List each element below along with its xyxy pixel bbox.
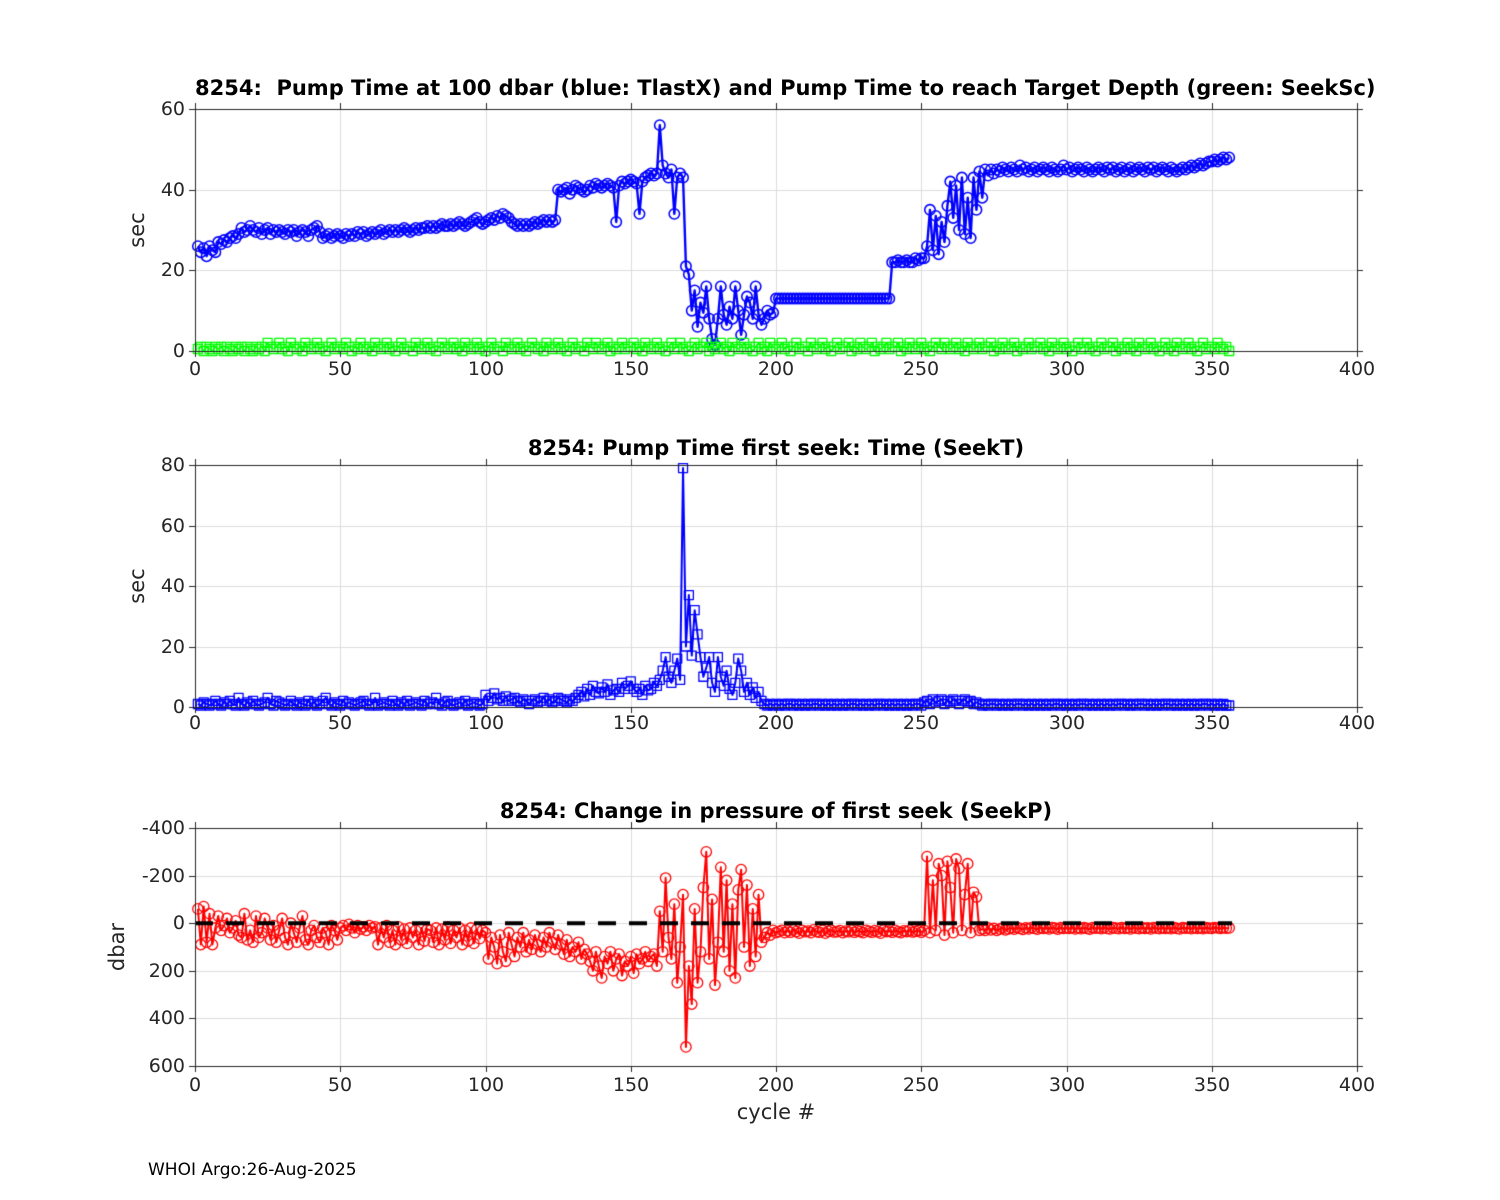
plot2-x-tick-200: 200 <box>757 712 795 734</box>
plot2-x-tick-250: 250 <box>902 712 940 734</box>
plot3-y-tick-200: 200 <box>148 960 185 982</box>
plot2-y-tick-0: 0 <box>172 696 185 718</box>
plot2-x-tick-150: 150 <box>612 712 650 734</box>
plot1-y-axis-label: sec <box>125 212 149 248</box>
plot3-x-tick-300: 300 <box>1048 1074 1086 1096</box>
plot1-y-tick-0: 0 <box>172 340 185 362</box>
plot3-x-tick-50: 50 <box>327 1074 353 1096</box>
plot2-x-tick-100: 100 <box>467 712 505 734</box>
plot3-y-tick-400: 400 <box>148 1007 185 1029</box>
plot1-x-tick-350: 350 <box>1193 358 1231 380</box>
plot1-x-tick-150: 150 <box>612 358 650 380</box>
plot3-x-tick-150: 150 <box>612 1074 650 1096</box>
plot1-y-tick-20: 20 <box>160 259 185 281</box>
plot3-y-tick-600: 600 <box>148 1055 185 1077</box>
plot2-x-tick-400: 400 <box>1338 712 1376 734</box>
plot3-x-tick-250: 250 <box>902 1074 940 1096</box>
figure-footer: WHOI Argo:26-Aug-2025 <box>148 1160 357 1180</box>
plot1-x-tick-400: 400 <box>1338 358 1376 380</box>
plot3-title: 8254: Change in pressure of first seek (… <box>499 799 1053 823</box>
plot2-y-tick-60: 60 <box>160 515 185 537</box>
plot2-y-tick-40: 40 <box>160 575 185 597</box>
plot2-x-tick-300: 300 <box>1048 712 1086 734</box>
plot3-y-tick--400: -400 <box>141 817 185 839</box>
x-axis-label: cycle # <box>736 1100 816 1124</box>
plot3-y-tick-0: 0 <box>172 912 185 934</box>
plot3-x-tick-100: 100 <box>467 1074 505 1096</box>
plot2-y-tick-20: 20 <box>160 636 185 658</box>
plot1-x-tick-0: 0 <box>188 358 202 380</box>
plot2-x-tick-350: 350 <box>1193 712 1231 734</box>
plot1-x-tick-100: 100 <box>467 358 505 380</box>
plot3-x-tick-0: 0 <box>188 1074 202 1096</box>
plot3-x-tick-400: 400 <box>1338 1074 1376 1096</box>
plot1-y-tick-60: 60 <box>160 98 185 120</box>
plot2-x-tick-0: 0 <box>188 712 202 734</box>
plot1-x-tick-200: 200 <box>757 358 795 380</box>
plot2-x-tick-50: 50 <box>327 712 353 734</box>
plot1-y-tick-40: 40 <box>160 179 185 201</box>
plot1-x-tick-250: 250 <box>902 358 940 380</box>
plot1-x-tick-50: 50 <box>327 358 353 380</box>
plot2-title: 8254: Pump Time first seek: Time (SeekT) <box>527 436 1025 460</box>
plot3-x-tick-350: 350 <box>1193 1074 1231 1096</box>
plot2-y-tick-80: 80 <box>160 454 185 476</box>
plot1-title: 8254: Pump Time at 100 dbar (blue: Tlast… <box>195 76 1376 100</box>
plot1-x-tick-300: 300 <box>1048 358 1086 380</box>
plot3-x-tick-200: 200 <box>757 1074 795 1096</box>
plot3-y-tick--200: -200 <box>141 865 185 887</box>
